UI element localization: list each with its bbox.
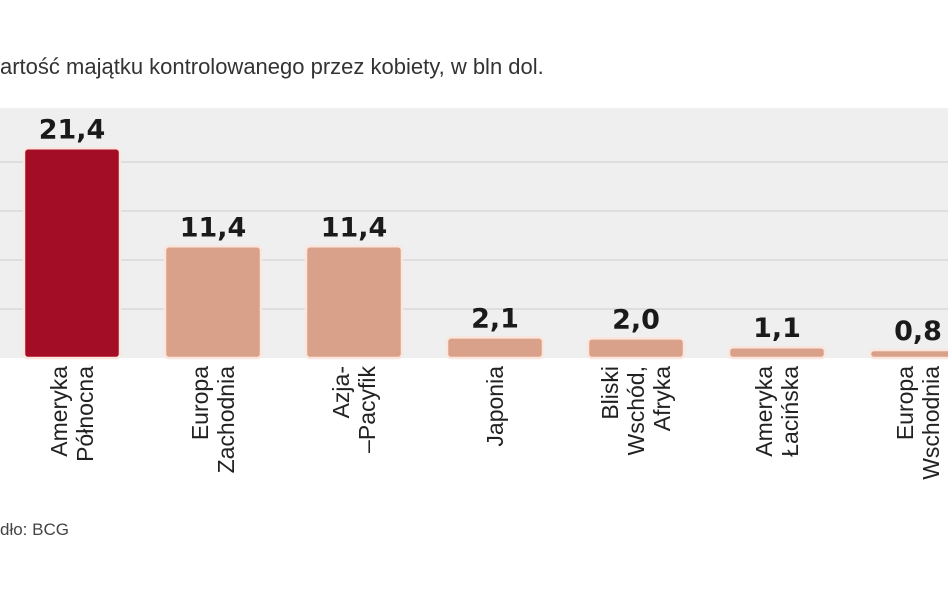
bar [727, 345, 827, 360]
value-label: 2,1 [471, 303, 519, 334]
value-label: 1,1 [753, 313, 801, 344]
category-label: –Pacyfik [354, 366, 380, 453]
category-label: Azja- [328, 366, 354, 418]
category-label: Ameryka [46, 366, 72, 457]
category-label: Bliski [597, 366, 623, 420]
bar [304, 245, 404, 360]
category-label: Łacińska [777, 366, 803, 457]
bar [445, 336, 545, 360]
bar [868, 348, 948, 360]
category-label: Japonia [482, 366, 508, 447]
value-label: 11,4 [180, 212, 247, 243]
category-label: Zachodnia [213, 366, 239, 474]
bar [586, 337, 686, 360]
category-label: Ameryka [751, 366, 777, 457]
category-label: Europa [892, 366, 918, 440]
value-label: 21,4 [39, 114, 106, 145]
category-label: Wschód, [623, 366, 649, 455]
category-label: Wschodnia [918, 366, 944, 480]
category-label: Europa [187, 366, 213, 440]
bar [163, 245, 263, 360]
value-label: 11,4 [321, 212, 388, 243]
source-note: dło: BCG [0, 520, 69, 539]
category-label: Afryka [649, 366, 675, 431]
value-label: 0,8 [894, 316, 942, 347]
chart-title: artość majątku kontrolowanego przez kobi… [0, 54, 544, 79]
bar [22, 147, 122, 360]
category-label: Północna [72, 366, 98, 462]
value-label: 2,0 [612, 304, 660, 335]
